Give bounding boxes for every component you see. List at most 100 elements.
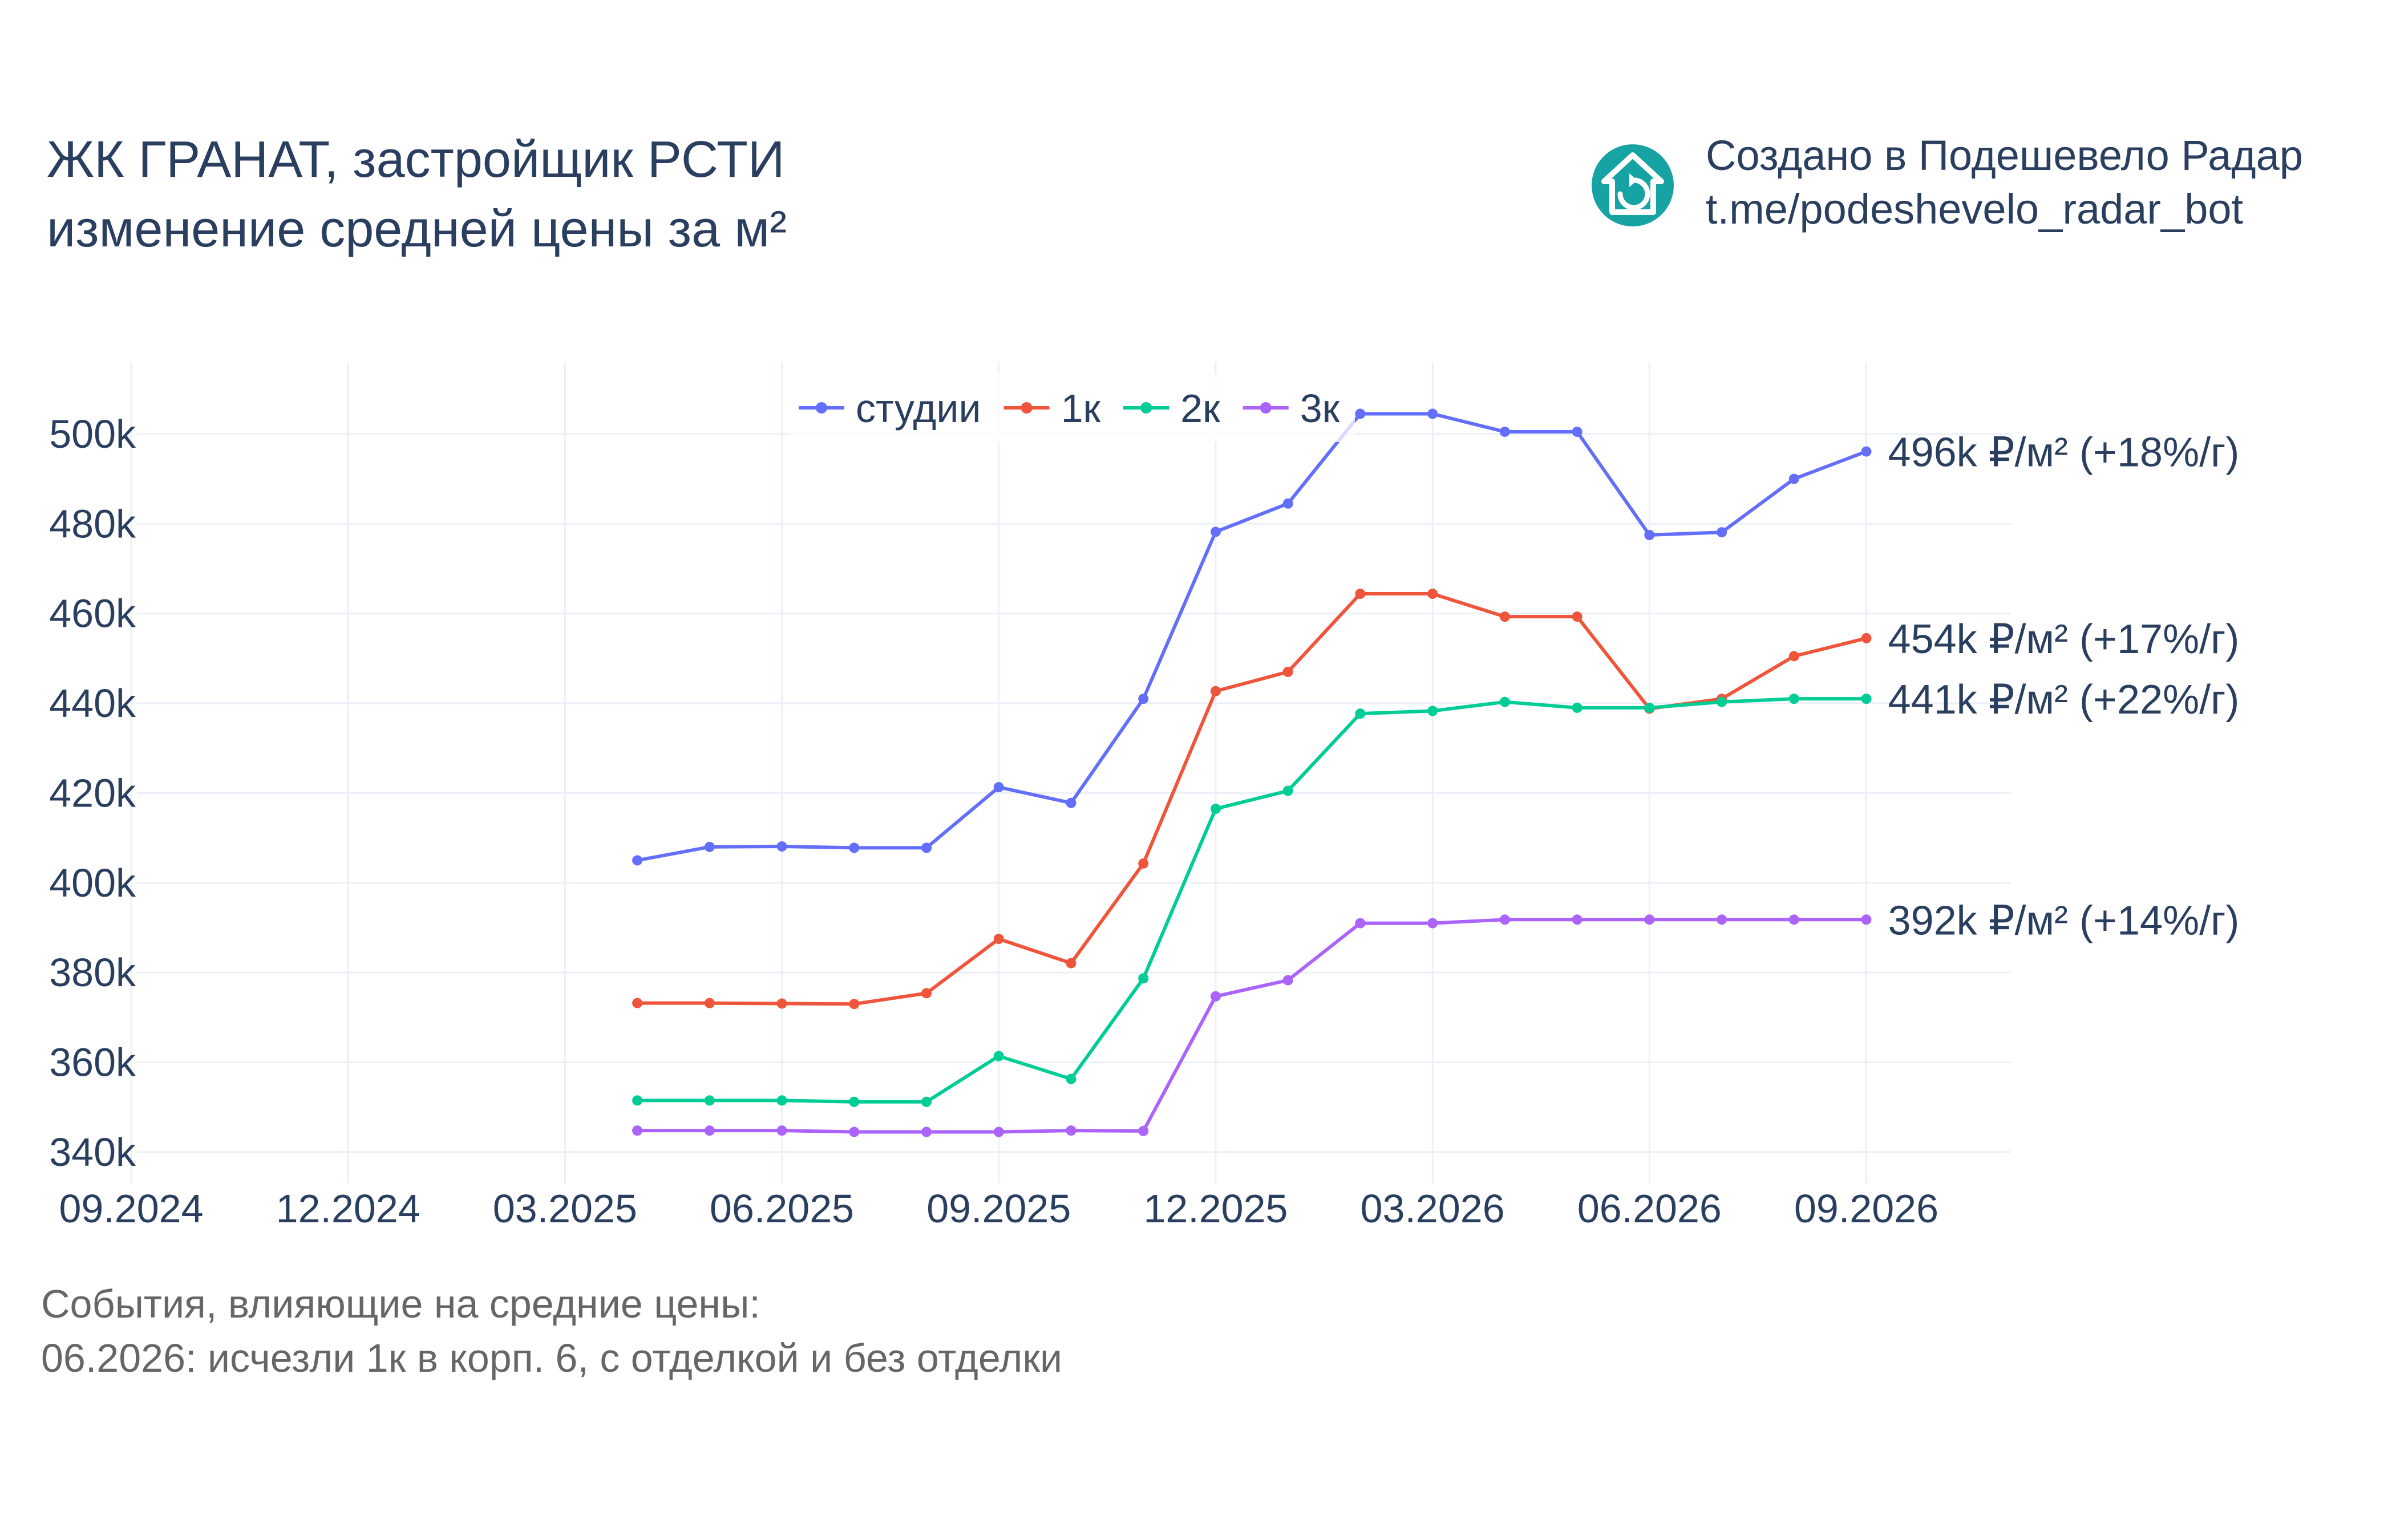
chart-series xyxy=(632,408,1872,1137)
chart-legend[interactable]: студии 1к 2к 3к xyxy=(790,374,1355,442)
data-point xyxy=(1499,426,1510,437)
y-tick-label: 480k xyxy=(49,501,136,546)
series-line xyxy=(637,918,1867,1134)
data-point xyxy=(1861,633,1872,643)
data-point xyxy=(1138,858,1149,869)
legend-label: 1к xyxy=(1061,386,1101,431)
series-end-label: 496k ₽/м² (+18%/г) xyxy=(1888,430,2240,476)
data-point xyxy=(1355,408,1366,419)
data-point xyxy=(632,855,643,866)
data-point xyxy=(1138,1125,1149,1136)
x-tick-label: 06.2025 xyxy=(710,1186,854,1231)
data-point xyxy=(1861,446,1872,457)
events-note-heading: События, влияющие на средние цены: xyxy=(41,1282,760,1326)
y-tick-label: 400k xyxy=(49,861,136,905)
data-point xyxy=(1355,708,1366,719)
data-point xyxy=(1138,973,1149,984)
chart-title: ЖК ГРАНАТ, застройщик РСТИ изменение сре… xyxy=(47,131,787,258)
x-tick-label: 09.2025 xyxy=(926,1186,1071,1231)
legend-label: 2к xyxy=(1180,386,1220,431)
x-tick-label: 06.2026 xyxy=(1577,1186,1722,1231)
data-point xyxy=(1427,706,1438,716)
legend-swatch-marker xyxy=(1140,402,1152,414)
credit-line-1: Создано в Подешевело Радар xyxy=(1706,132,2303,179)
data-point xyxy=(921,1126,932,1137)
data-point xyxy=(1717,914,1727,925)
data-point xyxy=(849,1096,860,1107)
data-point xyxy=(1210,526,1221,537)
y-tick-label: 460k xyxy=(49,591,136,636)
data-point xyxy=(1210,803,1221,814)
chart-grid xyxy=(130,362,2011,1184)
events-note: События, влияющие на средние цены: 06.20… xyxy=(41,1282,1062,1380)
x-tick-label: 12.2025 xyxy=(1143,1186,1288,1231)
data-point xyxy=(1066,797,1076,808)
data-point xyxy=(1572,702,1583,713)
data-point xyxy=(1717,696,1727,707)
data-point xyxy=(1355,918,1366,929)
y-tick-label: 420k xyxy=(49,771,136,815)
chart-title-line-1: ЖК ГРАНАТ, застройщик РСТИ xyxy=(47,131,785,188)
data-point xyxy=(1210,686,1221,696)
data-point xyxy=(1499,696,1510,707)
data-point xyxy=(1861,694,1872,704)
legend-label: студии xyxy=(856,386,981,431)
data-point xyxy=(1788,651,1799,662)
y-tick-label: 360k xyxy=(49,1040,136,1085)
legend-swatch-marker xyxy=(1021,402,1033,414)
data-point xyxy=(704,841,715,852)
data-point xyxy=(1788,473,1799,484)
data-point xyxy=(1210,991,1221,1002)
data-point xyxy=(1717,527,1727,538)
series-4 xyxy=(632,914,1872,1137)
data-point xyxy=(1572,611,1583,622)
data-point xyxy=(1066,1073,1076,1084)
data-point xyxy=(921,842,932,853)
data-point xyxy=(849,999,860,1010)
data-point xyxy=(776,1095,787,1106)
legend-item[interactable]: студии xyxy=(799,386,981,431)
data-point xyxy=(993,782,1004,793)
data-point xyxy=(921,1096,932,1107)
legend-label: 3к xyxy=(1300,386,1340,431)
data-point xyxy=(1282,975,1293,986)
legend-item[interactable]: 2к xyxy=(1123,386,1220,431)
data-point xyxy=(849,1126,860,1137)
data-point xyxy=(704,998,715,1008)
credit-bot-link[interactable]: t.me/podeshevelo_radar_bot xyxy=(1706,185,2244,233)
data-point xyxy=(632,998,643,1008)
data-point xyxy=(776,998,787,1009)
series-line xyxy=(637,412,1867,862)
legend-item[interactable]: 1к xyxy=(1003,386,1101,431)
data-point xyxy=(1788,914,1799,925)
data-point xyxy=(1427,918,1438,929)
events-note-item: 06.2026: исчезли 1к в корп. 6, с отделко… xyxy=(41,1336,1062,1380)
x-tick-label: 03.2026 xyxy=(1361,1186,1505,1231)
y-axis-ticks: 340k 360k 380k 400k 420k 440k 460k 480k 500k xyxy=(49,412,136,1174)
data-point xyxy=(1644,529,1655,540)
data-point xyxy=(1138,694,1149,704)
credit-block: Создано в Подешевело Радар t.me/podeshev… xyxy=(1592,132,2303,233)
data-point xyxy=(993,1126,1004,1137)
house-refresh-icon xyxy=(1592,144,1674,226)
data-point xyxy=(1644,702,1655,713)
data-point xyxy=(632,1095,643,1106)
data-point xyxy=(1355,589,1366,599)
data-point xyxy=(1788,694,1799,704)
data-point xyxy=(1499,914,1510,925)
data-point xyxy=(1066,1125,1076,1136)
data-point xyxy=(704,1095,715,1106)
data-point xyxy=(921,988,932,999)
data-point xyxy=(632,1125,643,1136)
data-point xyxy=(1861,914,1872,925)
data-point xyxy=(1644,914,1655,925)
data-point xyxy=(1427,408,1438,419)
data-point xyxy=(1282,498,1293,509)
data-point xyxy=(1066,958,1076,968)
y-tick-label: 380k xyxy=(49,950,136,995)
data-point xyxy=(849,842,860,853)
data-point xyxy=(993,934,1004,945)
data-point xyxy=(704,1125,715,1136)
legend-item[interactable]: 3к xyxy=(1242,386,1340,431)
